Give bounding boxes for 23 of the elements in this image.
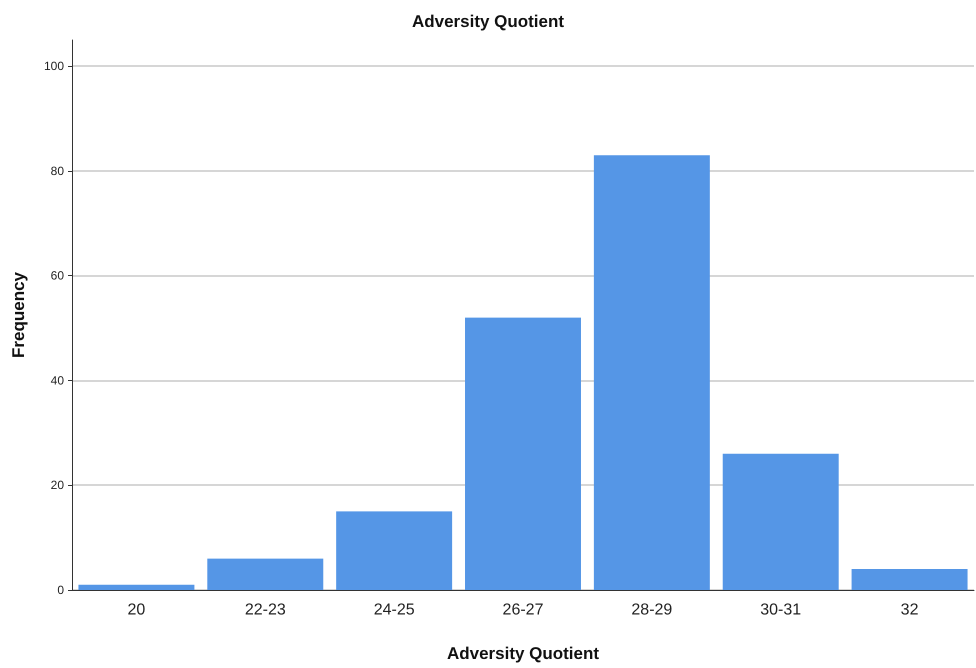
y-tick-label: 80 [50,164,64,178]
x-tick-label: 22-23 [244,602,286,618]
chart-title: Adversity Quotient [412,12,564,31]
x-tick-label: 30-31 [760,602,802,618]
bar [465,318,581,590]
x-tick-label: 26-27 [502,602,544,618]
y-tick-label: 100 [44,59,64,74]
x-tick-label: 28-29 [631,602,672,618]
y-tick-label: 40 [50,373,64,388]
bar [336,511,452,590]
bar [722,454,839,590]
bar [78,584,194,590]
y-tick-label: 60 [50,268,64,283]
x-tick-label: 24-25 [374,602,415,618]
y-tick-label: 0 [57,583,64,597]
x-tick-label: 32 [900,602,919,618]
bar [207,558,324,590]
y-axis-title: Frequency [9,271,28,358]
bar [594,155,710,590]
x-axis-title: Adversity Quotient [446,644,600,663]
x-tick-label: 20 [128,602,146,618]
bar [852,569,968,590]
y-tick-label: 20 [50,478,64,492]
